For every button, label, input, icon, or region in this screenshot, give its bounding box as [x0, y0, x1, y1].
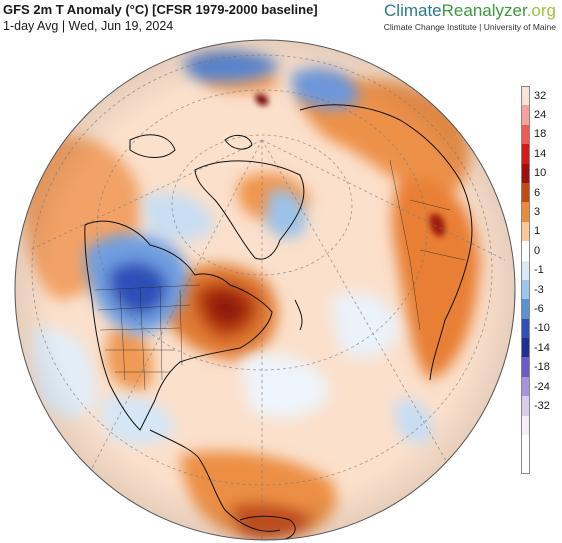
climate-reanalyzer-logo[interactable]: ClimateReanalyzer.org — [384, 1, 556, 21]
color-legend: 32 24 18 14 10 6 3 1 0 -1 -3 -6 -10 -14 -18 -24 -32 — [521, 86, 561, 474]
legend-row: 6 — [521, 182, 561, 203]
legend-swatch — [521, 202, 530, 222]
legend-label: -6 — [534, 302, 544, 315]
legend-swatch — [521, 182, 530, 203]
legend-row: -10 — [521, 318, 561, 339]
logo-part-2: Reanalyzer — [441, 1, 527, 20]
legend-swatch — [521, 338, 530, 358]
legend-row: 1 — [521, 221, 561, 242]
legend-row: 0 — [521, 241, 561, 261]
institution-text: Climate Change Institute | University of… — [383, 22, 556, 32]
legend-swatch — [521, 318, 530, 339]
legend-label: 32 — [534, 89, 547, 102]
legend-label: 10 — [534, 167, 547, 180]
legend-row: 3 — [521, 202, 561, 222]
legend-swatch — [521, 376, 530, 397]
legend-swatch — [521, 260, 530, 280]
brand-block: ClimateReanalyzer.org Climate Change Ins… — [384, 1, 556, 32]
legend-swatch — [521, 415, 530, 436]
map-title: GFS 2m T Anomaly (°C) [CFSR 1979-2000 ba… — [3, 2, 318, 17]
legend-row: -6 — [521, 299, 561, 319]
legend-swatch — [521, 396, 530, 416]
legend-row: -3 — [521, 279, 561, 300]
legend-row: 24 — [521, 105, 561, 125]
legend-swatch — [521, 241, 530, 261]
legend-label: -1 — [534, 264, 544, 277]
legend-label: 6 — [534, 186, 541, 199]
legend-swatch — [521, 299, 530, 319]
logo-part-3: .org — [526, 1, 556, 20]
globe-outline — [14, 39, 516, 541]
legend-row: -14 — [521, 338, 561, 358]
legend-label: 1 — [534, 225, 541, 238]
globe-shade — [15, 40, 515, 540]
legend-label: 24 — [534, 109, 547, 122]
legend-label: -32 — [534, 399, 550, 412]
legend-swatch — [521, 279, 530, 300]
legend-row — [521, 415, 561, 436]
legend-row: -1 — [521, 260, 561, 280]
legend-row: -18 — [521, 357, 561, 377]
legend-swatch — [521, 144, 530, 164]
legend-label: -14 — [534, 341, 550, 354]
legend-row: 32 — [521, 86, 561, 106]
legend-label: -18 — [534, 361, 550, 374]
legend-label: 14 — [534, 147, 547, 160]
legend-row: 18 — [521, 124, 561, 145]
logo-part-1: Climate — [384, 1, 442, 20]
legend-label: 3 — [534, 206, 541, 219]
legend-label: 0 — [534, 244, 541, 257]
legend-swatch — [521, 105, 530, 125]
map-subtitle: 1-day Avg | Wed, Jun 19, 2024 — [3, 19, 174, 33]
legend-row: 10 — [521, 163, 561, 183]
legend-row: -24 — [521, 376, 561, 397]
legend-label: -3 — [534, 283, 544, 296]
legend-label: 18 — [534, 128, 547, 141]
globe-map — [14, 39, 516, 541]
legend-swatch — [521, 86, 530, 106]
legend-row: 14 — [521, 144, 561, 164]
legend-swatch — [521, 221, 530, 242]
legend-swatch — [521, 357, 530, 377]
legend-label: -10 — [534, 322, 550, 335]
legend-swatch — [521, 124, 530, 145]
legend-label: -24 — [534, 380, 550, 393]
legend-row: -32 — [521, 396, 561, 416]
legend-swatch — [521, 163, 530, 183]
